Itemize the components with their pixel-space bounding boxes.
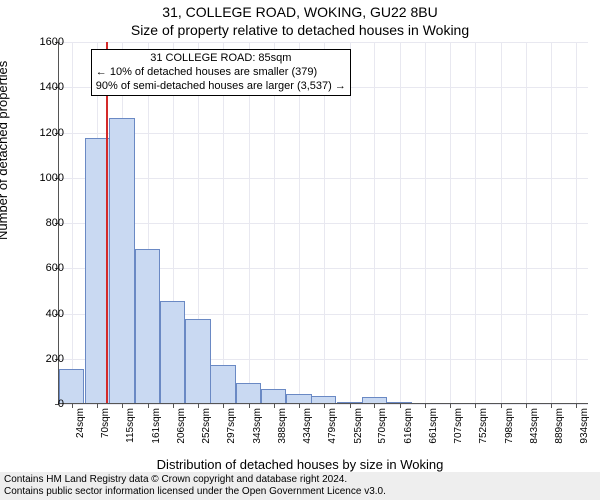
annotation-line: 90% of semi-detached houses are larger (… [96, 80, 346, 94]
gridline-vertical [576, 42, 577, 403]
histogram-bar [109, 118, 134, 403]
gridline-vertical [72, 42, 73, 403]
ytick-label: 0 [24, 398, 64, 410]
chart-title-main: 31, COLLEGE ROAD, WOKING, GU22 8BU [0, 4, 600, 20]
plot-area: 24sqm70sqm115sqm161sqm206sqm252sqm297sqm… [58, 42, 588, 404]
footer: Contains HM Land Registry data © Crown c… [0, 472, 600, 500]
xtick-label: 297sqm [226, 408, 237, 444]
histogram-bar [337, 402, 362, 403]
xtick-label: 798sqm [504, 408, 515, 444]
ytick-label: 600 [24, 262, 64, 274]
plot-inner: 24sqm70sqm115sqm161sqm206sqm252sqm297sqm… [58, 42, 588, 404]
histogram-bar [261, 389, 286, 403]
footer-line-1: Contains HM Land Registry data © Crown c… [4, 474, 596, 486]
xtick-mark [450, 404, 451, 408]
xtick-label: 24sqm [75, 408, 86, 438]
xtick-label: 934sqm [579, 408, 590, 444]
histogram-bar [286, 394, 311, 403]
gridline-vertical [425, 42, 426, 403]
ytick-label: 1400 [24, 81, 64, 93]
xtick-mark [223, 404, 224, 408]
xtick-label: 525sqm [353, 408, 364, 444]
xtick-mark [425, 404, 426, 408]
histogram-bar [135, 249, 160, 403]
xtick-mark [198, 404, 199, 408]
annotation-line: 31 COLLEGE ROAD: 85sqm [96, 52, 346, 66]
xtick-mark [350, 404, 351, 408]
xtick-mark [173, 404, 174, 408]
ytick-label: 1600 [24, 36, 64, 48]
gridline-vertical [551, 42, 552, 403]
xtick-mark [576, 404, 577, 408]
xtick-mark [501, 404, 502, 408]
xtick-label: 843sqm [529, 408, 540, 444]
xtick-mark [374, 404, 375, 408]
gridline-vertical [475, 42, 476, 403]
xtick-label: 661sqm [428, 408, 439, 444]
xtick-label: 616sqm [403, 408, 414, 444]
gridline-vertical [374, 42, 375, 403]
ytick-label: 400 [24, 308, 64, 320]
gridline-vertical [501, 42, 502, 403]
annotation-line: ← 10% of detached houses are smaller (37… [96, 66, 346, 80]
xtick-mark [551, 404, 552, 408]
xtick-label: 388sqm [277, 408, 288, 444]
histogram-bar [160, 301, 185, 403]
ytick-label: 1200 [24, 127, 64, 139]
histogram-bar [236, 383, 261, 403]
ytick-label: 800 [24, 217, 64, 229]
chart-container: 31, COLLEGE ROAD, WOKING, GU22 8BU Size … [0, 0, 600, 500]
ytick-label: 1000 [24, 172, 64, 184]
ytick-label: 200 [24, 353, 64, 365]
xtick-mark [475, 404, 476, 408]
histogram-bar [210, 365, 235, 403]
x-axis-label: Distribution of detached houses by size … [0, 457, 600, 472]
xtick-label: 889sqm [554, 408, 565, 444]
xtick-label: 343sqm [252, 408, 263, 444]
gridline-vertical [526, 42, 527, 403]
xtick-mark [324, 404, 325, 408]
xtick-label: 434sqm [302, 408, 313, 444]
xtick-mark [249, 404, 250, 408]
chart-title-sub: Size of property relative to detached ho… [0, 22, 600, 38]
xtick-mark [526, 404, 527, 408]
gridline-vertical [400, 42, 401, 403]
xtick-label: 206sqm [176, 408, 187, 444]
xtick-mark [72, 404, 73, 408]
xtick-label: 161sqm [151, 408, 162, 444]
xtick-mark [148, 404, 149, 408]
xtick-label: 115sqm [125, 408, 136, 443]
annotation-box: 31 COLLEGE ROAD: 85sqm← 10% of detached … [91, 49, 351, 96]
histogram-bar [185, 319, 210, 403]
xtick-mark [400, 404, 401, 408]
xtick-label: 707sqm [453, 408, 464, 444]
xtick-mark [97, 404, 98, 408]
xtick-label: 70sqm [100, 408, 111, 438]
footer-line-2: Contains public sector information licen… [4, 486, 596, 498]
gridline-vertical [450, 42, 451, 403]
xtick-label: 752sqm [478, 408, 489, 444]
xtick-mark [299, 404, 300, 408]
xtick-mark [274, 404, 275, 408]
xtick-label: 479sqm [327, 408, 338, 444]
xtick-label: 570sqm [377, 408, 388, 444]
histogram-bar [387, 402, 412, 403]
y-axis-label: Number of detached properties [0, 61, 10, 240]
xtick-mark [122, 404, 123, 408]
histogram-bar [362, 397, 387, 403]
histogram-bar [311, 396, 336, 403]
xtick-label: 252sqm [201, 408, 212, 444]
